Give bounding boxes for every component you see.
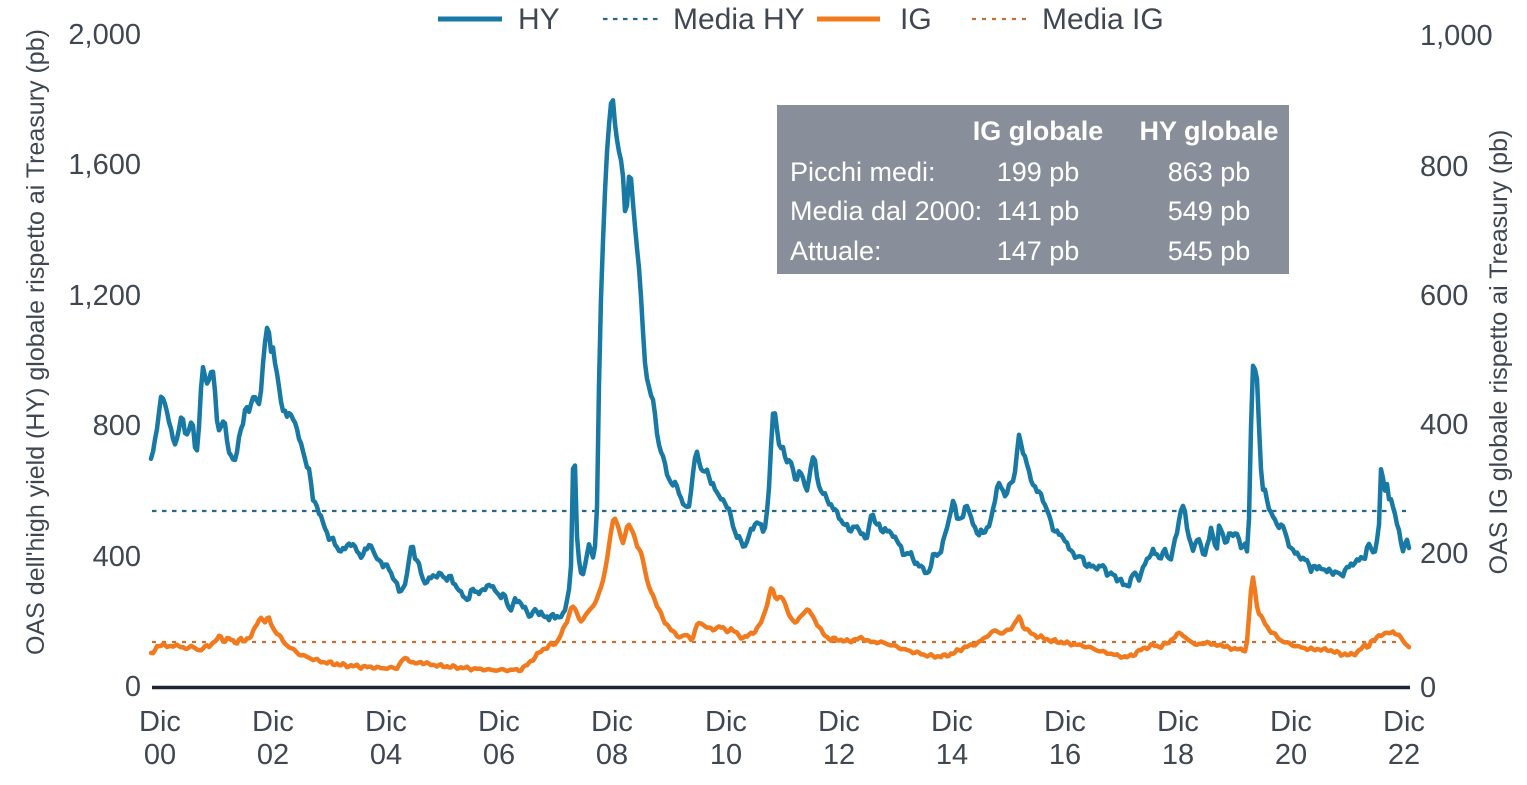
svg-text:06: 06 <box>483 739 515 771</box>
svg-text:Dic: Dic <box>365 706 407 738</box>
svg-text:12: 12 <box>823 739 855 771</box>
svg-text:18: 18 <box>1162 739 1194 771</box>
svg-text:20: 20 <box>1275 739 1307 771</box>
svg-text:Dic: Dic <box>1044 706 1086 738</box>
svg-text:800: 800 <box>1420 151 1468 183</box>
svg-text:2,000: 2,000 <box>68 19 141 51</box>
svg-text:IG globale: IG globale <box>973 116 1104 146</box>
svg-text:08: 08 <box>596 739 628 771</box>
svg-text:OAS dell'high yield (HY) globa: OAS dell'high yield (HY) globale rispett… <box>22 29 50 655</box>
svg-text:Dic: Dic <box>1157 706 1199 738</box>
svg-text:Dic: Dic <box>818 706 860 738</box>
svg-text:549 pb: 549 pb <box>1168 196 1251 226</box>
svg-text:22: 22 <box>1388 739 1420 771</box>
svg-text:400: 400 <box>1420 409 1468 441</box>
svg-text:141 pb: 141 pb <box>997 196 1080 226</box>
svg-text:0: 0 <box>125 671 141 703</box>
svg-text:1,600: 1,600 <box>68 149 141 181</box>
svg-text:HY: HY <box>518 3 560 36</box>
svg-text:Dic: Dic <box>931 706 973 738</box>
svg-text:Dic: Dic <box>478 706 520 738</box>
svg-text:Picchi medi:: Picchi medi: <box>790 157 936 187</box>
svg-text:Dic: Dic <box>591 706 633 738</box>
svg-text:600: 600 <box>1420 280 1468 312</box>
svg-text:1,000: 1,000 <box>1420 20 1493 52</box>
svg-text:04: 04 <box>370 739 402 771</box>
svg-text:10: 10 <box>710 739 742 771</box>
svg-text:800: 800 <box>93 410 141 442</box>
svg-text:400: 400 <box>93 541 141 573</box>
svg-text:1,200: 1,200 <box>68 280 141 312</box>
svg-text:147 pb: 147 pb <box>997 236 1080 266</box>
svg-text:02: 02 <box>257 739 289 771</box>
svg-text:HY globale: HY globale <box>1139 116 1278 146</box>
svg-text:IG: IG <box>900 3 932 36</box>
svg-text:0: 0 <box>1420 672 1436 704</box>
svg-text:14: 14 <box>936 739 968 771</box>
svg-text:OAS IG globale rispetto ai Tre: OAS IG globale rispetto ai Treasury (pb) <box>1485 130 1513 575</box>
svg-text:200: 200 <box>1420 538 1468 570</box>
svg-text:Dic: Dic <box>705 706 747 738</box>
svg-text:Media dal 2000:: Media dal 2000: <box>790 196 982 226</box>
svg-text:863 pb: 863 pb <box>1168 157 1251 187</box>
svg-text:Media IG: Media IG <box>1042 3 1164 36</box>
svg-text:16: 16 <box>1049 739 1081 771</box>
svg-text:Dic: Dic <box>252 706 294 738</box>
svg-text:Media HY: Media HY <box>673 3 805 36</box>
svg-text:545 pb: 545 pb <box>1168 236 1251 266</box>
svg-text:Attuale:: Attuale: <box>790 236 882 266</box>
svg-text:00: 00 <box>144 739 176 771</box>
svg-text:199 pb: 199 pb <box>997 157 1080 187</box>
svg-text:Dic: Dic <box>139 706 181 738</box>
svg-text:Dic: Dic <box>1383 706 1425 738</box>
svg-text:Dic: Dic <box>1270 706 1312 738</box>
